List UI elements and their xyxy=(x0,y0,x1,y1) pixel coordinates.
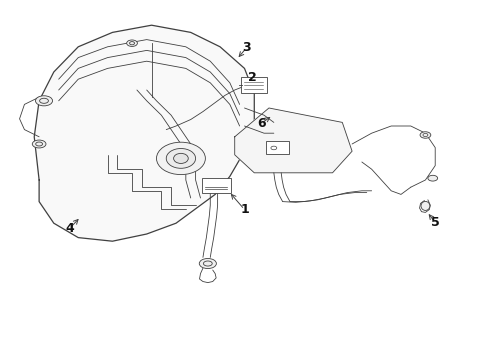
Text: 1: 1 xyxy=(240,203,248,216)
Ellipse shape xyxy=(126,40,137,46)
Ellipse shape xyxy=(427,175,437,181)
Ellipse shape xyxy=(156,142,205,175)
Ellipse shape xyxy=(420,202,429,210)
Ellipse shape xyxy=(173,153,188,163)
Text: 3: 3 xyxy=(242,41,250,54)
Polygon shape xyxy=(234,108,351,173)
Text: 6: 6 xyxy=(257,117,265,130)
Text: 2: 2 xyxy=(248,71,257,84)
Text: 4: 4 xyxy=(65,222,74,235)
FancyBboxPatch shape xyxy=(265,141,289,154)
Text: 5: 5 xyxy=(430,216,439,229)
Ellipse shape xyxy=(199,258,216,269)
Ellipse shape xyxy=(32,140,46,148)
Ellipse shape xyxy=(35,96,52,106)
Ellipse shape xyxy=(166,148,195,168)
FancyBboxPatch shape xyxy=(202,178,230,193)
Polygon shape xyxy=(34,25,254,241)
Ellipse shape xyxy=(419,132,430,138)
FancyBboxPatch shape xyxy=(241,77,266,93)
